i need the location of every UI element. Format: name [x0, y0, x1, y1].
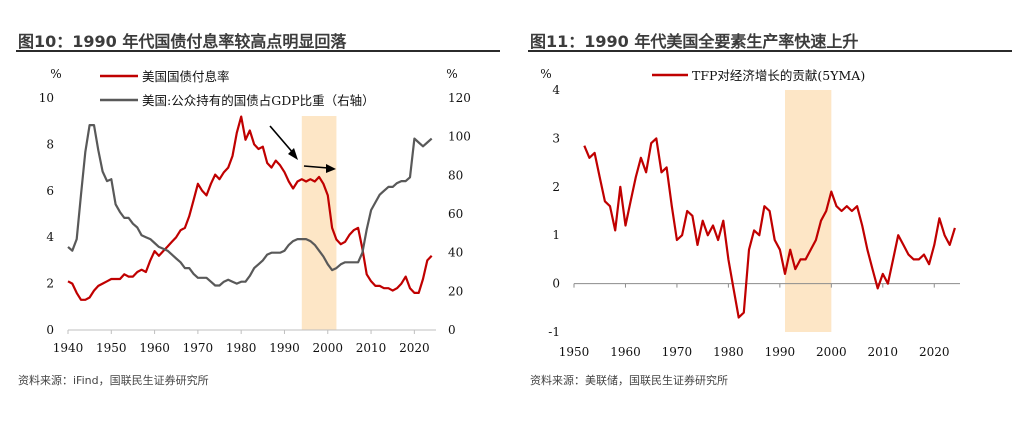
- y-axis-unit: %: [50, 67, 61, 81]
- figure-11-title: 图11：1990 年代美国全要素生产率快速上升: [530, 32, 859, 51]
- figure-11-chart: 1950 1960 1970 1980 1990 2000 2010 2020 -1 0 1 2 3 4%…: [540, 67, 960, 359]
- x-tick-label: 2010: [868, 345, 899, 359]
- y2-tick-label: 0: [448, 323, 456, 337]
- y-tick-label: 2: [46, 277, 54, 291]
- annotation-arrow-right-shaft: [303, 165, 329, 169]
- x-tick-label: 1960: [610, 345, 641, 359]
- y2-tick-label: 60: [448, 207, 463, 221]
- highlight-band: [785, 90, 832, 332]
- y-tick-label: 3: [552, 131, 560, 145]
- figure-10-panel: 图10：1990 年代国债付息率较高点明显回落 1940 1950 1960 1970…: [0, 0, 500, 448]
- x-tick-label: 2000: [312, 341, 343, 355]
- x-tick-label: 1990: [765, 345, 796, 359]
- figure-11-panel: 图11：1990 年代美国全要素生产率快速上升 1950 1960 1970 1980…: [512, 0, 1012, 448]
- y2-tick-label: 40: [448, 246, 463, 260]
- legend-label-1: 美国国债付息率: [142, 69, 230, 84]
- y2-tick-label: 100: [448, 130, 471, 144]
- figure-10-source: 资料来源：iFind，国联民生证券研究所: [18, 374, 209, 387]
- figure-10-title-rule: [16, 50, 500, 52]
- x-tick-label: 1950: [559, 345, 590, 359]
- y-tick-label: 1: [552, 228, 560, 242]
- y2-tick-label: 80: [448, 168, 463, 182]
- figure-11-source: 资料来源：美联储，国联民生证券研究所: [530, 374, 728, 387]
- figure-10-chart: 1940 1950 1960 1970 1980 1990 2000 2010 20200246…: [39, 67, 471, 355]
- x-tick-label: 2010: [356, 341, 387, 355]
- y-tick-label: 4: [46, 230, 54, 244]
- annotation-arrow-down-head: [288, 148, 298, 160]
- y-tick-label: 4: [552, 83, 560, 97]
- series-line-1: [583, 137, 956, 319]
- y2-tick-label: 20: [448, 284, 463, 298]
- x-tick-label: 1940: [53, 341, 84, 355]
- figure-11-title-rule: [528, 50, 1012, 52]
- x-tick-label: 1960: [139, 341, 170, 355]
- annotation-arrow-right-head: [326, 164, 336, 173]
- x-tick-label: 1970: [662, 345, 693, 359]
- series-line-1: [67, 115, 433, 301]
- y-axis-unit: %: [540, 67, 551, 81]
- x-tick-label: 2000: [816, 345, 847, 359]
- annotation-arrow-down-shaft: [269, 125, 295, 155]
- series-line-2: [67, 123, 433, 287]
- legend-label-2: 美国:公众持有的国债占GDP比重（右轴）: [142, 93, 375, 108]
- figure-10-title: 图10：1990 年代国债付息率较高点明显回落: [18, 32, 347, 51]
- y-tick-label: 8: [46, 137, 54, 151]
- y2-axis-unit: %: [446, 67, 457, 81]
- y-tick-label: 10: [39, 91, 54, 105]
- x-tick-label: 1970: [183, 341, 214, 355]
- x-tick-label: 1980: [226, 341, 257, 355]
- y-tick-label: 0: [46, 323, 54, 337]
- legend-label-1: TFP对经济增长的贡献(5YMA): [692, 68, 865, 83]
- x-tick-label: 2020: [399, 341, 430, 355]
- y-tick-label: 2: [552, 180, 560, 194]
- x-tick-label: 1990: [269, 341, 300, 355]
- x-tick-label: 1950: [96, 341, 127, 355]
- y-tick-label: 6: [46, 184, 54, 198]
- y2-tick-label: 120: [448, 91, 471, 105]
- x-tick-label: 1980: [713, 345, 744, 359]
- y-tick-label: 0: [552, 277, 560, 291]
- x-tick-label: 2020: [919, 345, 950, 359]
- y-tick-label: -1: [548, 325, 560, 339]
